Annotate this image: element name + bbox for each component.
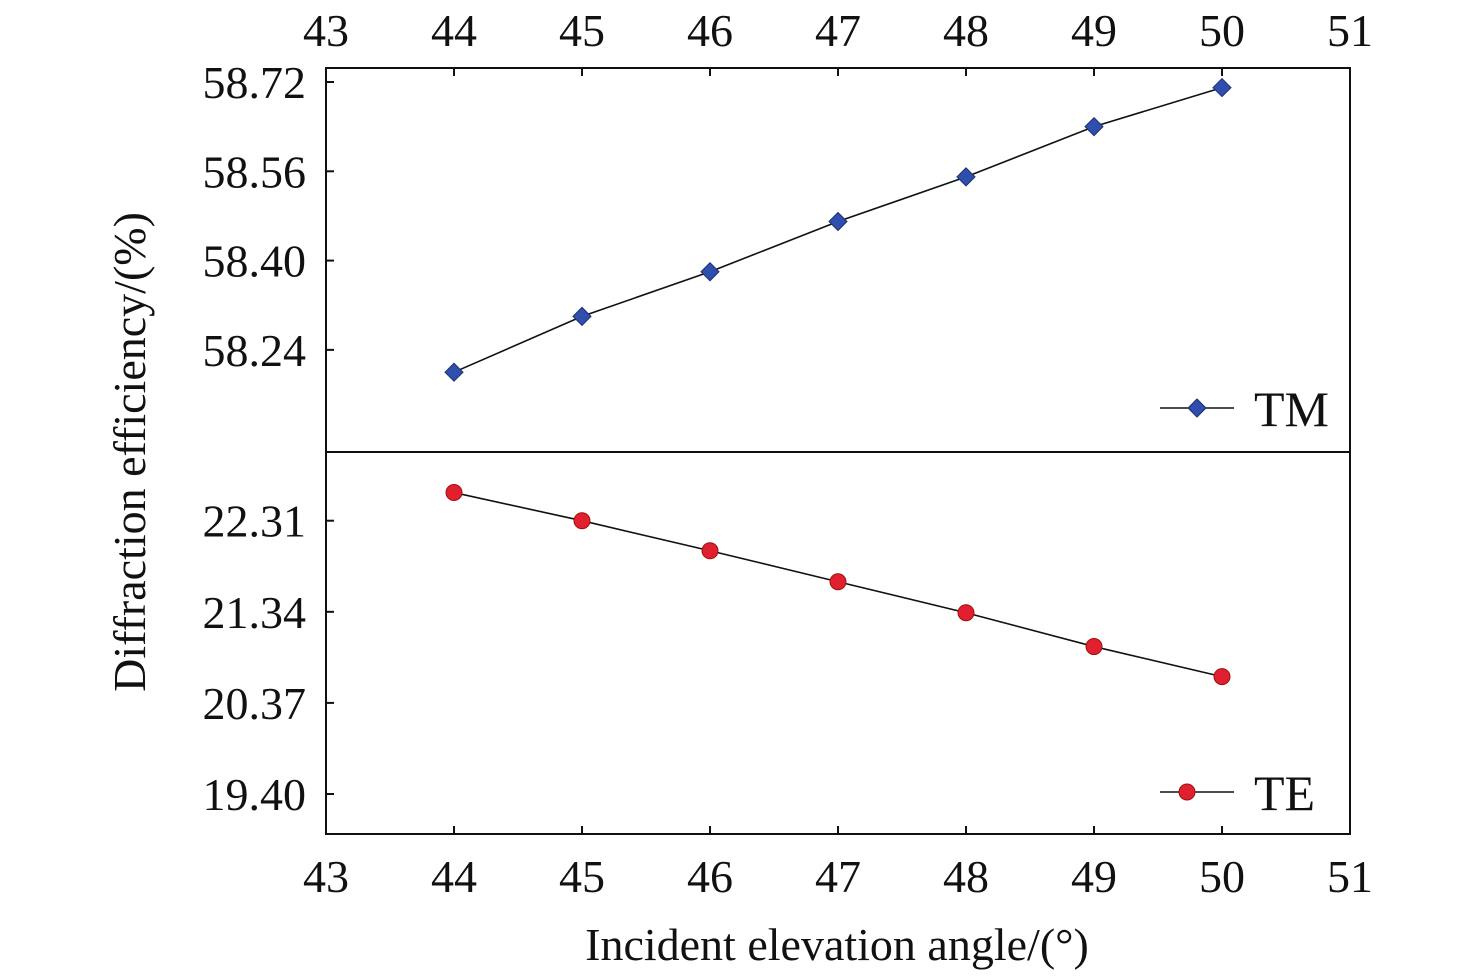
y-tick-label: 58.24 (203, 325, 307, 376)
legend-marker (1178, 783, 1196, 801)
x-tick-label-bottom: 47 (815, 851, 861, 902)
x-tick-label-top: 46 (687, 5, 733, 56)
data-point-tm (1084, 116, 1104, 137)
x-axis-title: Incident elevation angle/(°) (585, 919, 1089, 970)
legend-te: TE (1160, 765, 1315, 821)
series-layer (444, 77, 1232, 686)
x-tick-label-top: 49 (1071, 5, 1117, 56)
x-tick-label-bottom: 48 (943, 851, 989, 902)
data-point-tm (956, 167, 976, 187)
y-tick-label: 58.72 (203, 57, 307, 108)
x-tick-label-top: 50 (1199, 5, 1245, 56)
legend-layer: TM TE (1160, 381, 1329, 821)
x-tick-label-bottom: 50 (1199, 851, 1245, 902)
y-tick-label: 58.56 (203, 146, 307, 197)
y-axis-top-panel: 58.24 58.40 58.56 58.72 (203, 57, 334, 376)
data-point-te (829, 573, 847, 591)
data-point-tm (700, 262, 720, 282)
y-tick-label: 21.34 (203, 587, 307, 638)
data-point-tm (1212, 77, 1232, 98)
x-tick-label-top: 51 (1327, 5, 1373, 56)
x-tick-label-bottom: 46 (687, 851, 733, 902)
data-point-te (1213, 668, 1231, 686)
data-point-te (701, 542, 719, 560)
data-point-te (573, 512, 591, 530)
x-axis-top: 43 44 45 46 47 48 49 50 51 (303, 5, 1373, 76)
legend-marker (1187, 398, 1207, 418)
x-tick-label-top: 43 (303, 5, 349, 56)
data-point-tm (572, 306, 592, 327)
x-tick-label-top: 48 (943, 5, 989, 56)
legend-label: TE (1254, 765, 1315, 821)
x-tick-label-top: 44 (431, 5, 477, 56)
y-tick-label: 19.40 (203, 769, 307, 820)
x-tick-label-bottom: 43 (303, 851, 349, 902)
data-point-te (957, 604, 975, 622)
y-axis-bottom-panel: 19.40 20.37 21.34 22.31 (203, 496, 334, 820)
y-tick-label: 22.31 (203, 496, 307, 547)
y-axis-title: Diffraction efficiency/(%) (104, 212, 155, 692)
data-point-te (445, 484, 463, 502)
x-tick-label-bottom: 45 (559, 851, 605, 902)
data-point-tm (828, 211, 848, 232)
x-tick-label-top: 45 (559, 5, 605, 56)
x-tick-label-bottom: 49 (1071, 851, 1117, 902)
legend-label: TM (1254, 381, 1329, 437)
x-axis-bottom: 43 44 45 46 47 48 49 50 51 (303, 826, 1373, 902)
y-tick-label: 20.37 (203, 678, 307, 729)
x-tick-label-top: 47 (815, 5, 861, 56)
data-point-tm (444, 362, 464, 382)
legend-tm: TM (1160, 381, 1329, 437)
x-tick-label-bottom: 44 (431, 851, 477, 902)
x-tick-label-bottom: 51 (1327, 851, 1373, 902)
data-point-te (1085, 638, 1103, 656)
y-tick-label: 58.40 (203, 236, 307, 287)
